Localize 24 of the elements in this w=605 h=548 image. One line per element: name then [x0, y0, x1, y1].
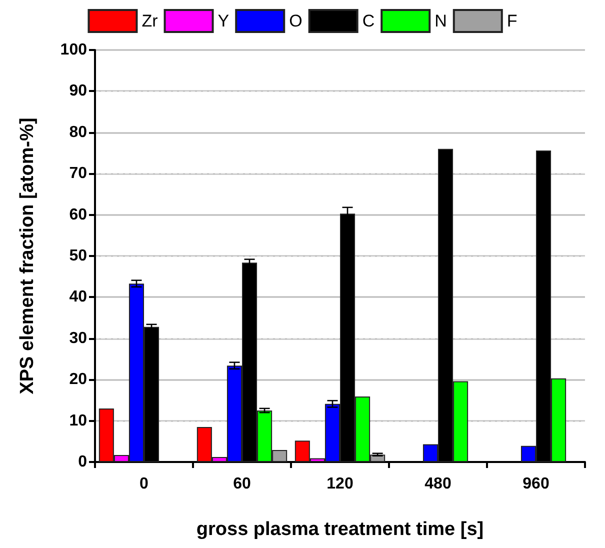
legend-label: C: [362, 12, 375, 30]
x-tick-label: 960: [522, 476, 550, 492]
legend-label: O: [289, 12, 302, 30]
y-tick-label: 70: [69, 165, 88, 182]
legend-label: Y: [218, 12, 230, 30]
y-tick-label: 50: [69, 248, 88, 264]
y-tick-label: 80: [69, 124, 88, 141]
x-tick-label: 120: [326, 476, 354, 492]
y-tick-label: 0: [78, 454, 88, 470]
y-tick-label: 10: [69, 412, 88, 430]
legend-label: F: [506, 12, 518, 30]
y-tick-label: 90: [69, 82, 88, 100]
y-tick-label: 60: [69, 206, 88, 224]
x-tick-label: 480: [424, 476, 452, 492]
y-tick-label: 100: [60, 42, 88, 58]
legend-label: Zr: [142, 12, 158, 30]
x-tick-label: 60: [233, 476, 251, 492]
x-axis-title: gross plasma treatment time [s]: [196, 519, 484, 540]
legend-label: N: [434, 12, 447, 30]
y-tick-label: 40: [69, 288, 88, 306]
x-tick-label: 0: [140, 476, 149, 492]
y-tick-label: 30: [69, 330, 88, 347]
y-axis-title: XPS element fraction [atom-%]: [17, 118, 38, 394]
y-tick-label: 20: [69, 371, 88, 388]
